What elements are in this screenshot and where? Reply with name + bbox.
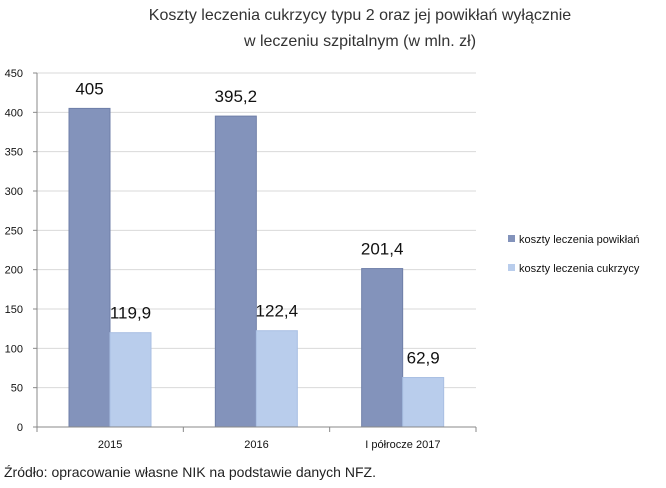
y-tick-label: 450 <box>5 68 23 80</box>
chart-title-line-1: Koszty leczenia cukrzycy typu 2 oraz jej… <box>149 7 572 24</box>
y-tick-label: 200 <box>5 265 23 277</box>
legend-label: koszty leczenia powikłań <box>519 234 639 246</box>
data-label: 119,9 <box>110 304 151 323</box>
bar-cukrzycy-0 <box>109 332 152 428</box>
data-label: 122,4 <box>256 302 299 321</box>
data-label: 405 <box>75 79 103 98</box>
legend-swatch <box>508 235 515 242</box>
bar-powiklan-0 <box>68 107 111 428</box>
y-tick-label: 100 <box>5 343 23 355</box>
legend-swatch <box>508 264 515 271</box>
y-tick-label: 300 <box>5 186 23 198</box>
x-tick-label: 2016 <box>244 439 268 451</box>
bars <box>68 107 445 428</box>
x-tick-label: I półrocze 2017 <box>365 439 440 451</box>
y-tick-label: 0 <box>17 422 23 434</box>
legend-label: koszty leczenia cukrzycy <box>519 263 640 275</box>
axes <box>33 72 477 432</box>
bar-cukrzycy-2 <box>402 377 445 428</box>
data-label: 201,4 <box>361 240 404 259</box>
bar-cukrzycy-1 <box>255 330 298 428</box>
bar-powiklan-2 <box>361 268 404 428</box>
chart-title-line-2: w leczeniu szpitalnym (w mln. zł) <box>243 33 476 50</box>
chart: Koszty leczenia cukrzycy typu 2 oraz jej… <box>5 7 640 451</box>
x-tick-label: 2015 <box>98 439 122 451</box>
data-labels: 405 119,9 395,2 122,4 201,4 62,9 <box>75 79 439 367</box>
data-label: 62,9 <box>407 349 440 368</box>
y-tick-label: 50 <box>11 383 23 395</box>
bar-powiklan-1 <box>214 115 257 428</box>
legend: koszty leczenia powikłań koszty leczenia … <box>508 234 640 275</box>
y-tick-label: 250 <box>5 225 23 237</box>
y-tick-label: 400 <box>5 107 23 119</box>
source-note: Źródło: opracowanie własne NIK na podsta… <box>4 464 376 480</box>
y-tick-label: 350 <box>5 147 23 159</box>
y-tick-label: 150 <box>5 304 23 316</box>
x-axis-ticks: 2015 2016 I półrocze 2017 <box>98 439 441 451</box>
y-axis-ticks: 0 50 100 150 200 250 300 350 400 450 <box>5 68 23 434</box>
data-label: 395,2 <box>215 87 258 106</box>
